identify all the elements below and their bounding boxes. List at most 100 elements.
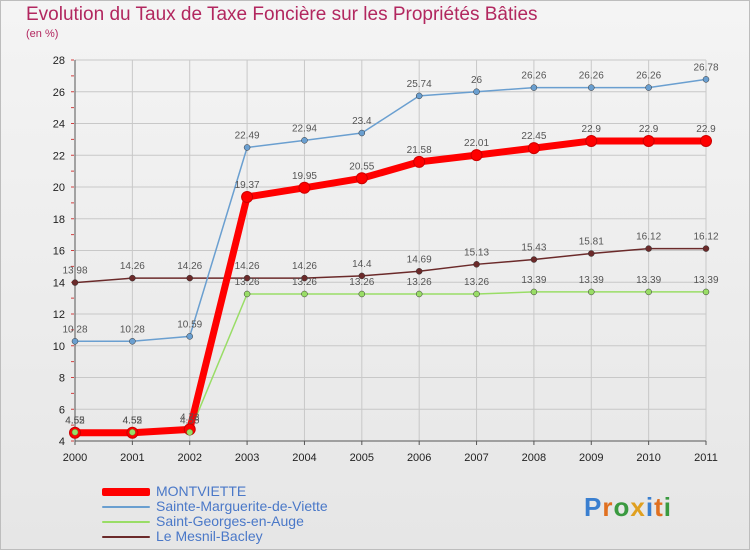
data-label: 22.01 — [464, 138, 489, 149]
data-point — [530, 84, 538, 91]
series-line — [74, 291, 707, 434]
data-label: 26 — [471, 75, 483, 86]
y-tick-label: 26 — [53, 87, 65, 99]
data-point — [645, 288, 652, 296]
data-point — [642, 134, 655, 147]
logo-letter: r — [602, 492, 614, 522]
x-tick-label: 2003 — [235, 452, 259, 464]
data-point — [186, 274, 193, 282]
data-label: 14.69 — [407, 254, 432, 265]
data-label: 4.55 — [180, 415, 200, 426]
x-tick-label: 2006 — [407, 452, 431, 464]
logo-letter: t — [654, 492, 664, 522]
data-point — [585, 134, 598, 147]
x-tick-label: 2000 — [63, 452, 87, 464]
y-tick-label: 24 — [53, 119, 65, 131]
data-point — [301, 290, 308, 298]
data-point — [129, 274, 136, 282]
data-point — [415, 92, 423, 100]
data-label: 13.26 — [235, 277, 260, 288]
data-point — [413, 155, 426, 168]
data-label: 16.12 — [636, 232, 661, 243]
unit-label: (en %) — [26, 28, 59, 40]
data-point — [588, 288, 595, 296]
data-point — [71, 279, 79, 286]
legend-item: Saint-Georges-en-Auge — [102, 514, 328, 529]
data-point — [358, 129, 366, 137]
data-label: 4.55 — [65, 415, 85, 426]
data-point — [415, 290, 423, 298]
data-point — [530, 288, 538, 296]
y-tick-label: 12 — [53, 309, 65, 321]
legend-swatch — [102, 505, 150, 508]
data-point — [530, 256, 538, 263]
data-label: 22.9 — [582, 124, 602, 135]
y-tick-label: 4 — [59, 436, 65, 448]
data-label: 22.9 — [639, 124, 659, 135]
legend-swatch — [102, 487, 150, 496]
data-point — [243, 144, 251, 151]
data-point — [473, 88, 480, 95]
data-labels: 4.52 4.52 4.73 19.37 19.95 20.55 21.58 22.01 22.… — [62, 62, 718, 426]
data-label: 22.94 — [292, 123, 317, 134]
data-label: 13.39 — [521, 275, 546, 286]
data-label: 22.45 — [521, 131, 546, 142]
data-point — [71, 338, 79, 345]
x-tick-label: 2009 — [579, 452, 603, 464]
chart-title: Evolution du Taux de Taxe Foncière sur l… — [26, 4, 538, 25]
data-label: 26.26 — [521, 71, 546, 82]
legend-item: MONTVIETTE — [102, 484, 328, 499]
data-label: 13.98 — [62, 266, 87, 277]
data-point — [588, 250, 595, 257]
data-point — [700, 134, 712, 147]
data-point — [129, 429, 136, 436]
data-point — [527, 142, 540, 155]
data-label: 13.39 — [636, 275, 661, 286]
legend-swatch — [102, 535, 150, 538]
data-point — [415, 268, 423, 275]
data-label: 15.43 — [521, 243, 546, 254]
data-label: 14.4 — [352, 259, 372, 270]
y-tick-label: 20 — [53, 182, 65, 194]
x-tick-label: 2008 — [522, 452, 546, 464]
data-point — [301, 137, 308, 144]
legend-label: MONTVIETTE — [156, 483, 247, 499]
data-point — [588, 84, 595, 91]
logo-letter: P — [584, 492, 603, 522]
series-line — [71, 137, 710, 437]
data-point — [243, 274, 251, 282]
proxiti-logo: Proxiti — [584, 492, 672, 523]
series-line — [74, 78, 707, 343]
data-label: 19.37 — [235, 180, 260, 191]
data-label: 16.12 — [693, 232, 718, 243]
data-label: 4.55 — [123, 415, 143, 426]
legend-item: Le Mesnil-Bacley — [102, 529, 328, 544]
data-label: 15.81 — [579, 237, 604, 248]
data-label: 14.26 — [235, 261, 260, 272]
data-label: 4.52 — [123, 416, 143, 427]
legend-label: Sainte-Marguerite-de-Viette — [156, 498, 328, 514]
logo-letter: i — [645, 492, 655, 522]
data-label: 21.58 — [407, 145, 432, 156]
data-point — [186, 333, 193, 340]
grid — [74, 59, 707, 442]
data-point — [241, 191, 254, 204]
logo-letter: i — [663, 492, 672, 522]
data-point — [702, 288, 710, 296]
legend-label: Le Mesnil-Bacley — [156, 528, 263, 544]
data-point — [298, 181, 311, 194]
data-point — [358, 272, 366, 280]
logo-letter: x — [630, 492, 646, 522]
legend-swatch — [102, 520, 150, 523]
logo-letter: o — [613, 492, 631, 522]
x-tick-label: 2002 — [177, 452, 201, 464]
data-point — [645, 245, 652, 252]
y-tick-label: 6 — [59, 404, 65, 416]
x-tick-label: 2011 — [694, 452, 718, 464]
axes: 4 6 8 10 12 14 16 18 20 22 24 26 28 2000 2001 2002 2003 2… — [53, 55, 718, 464]
data-label: 13.26 — [292, 277, 317, 288]
y-tick-label: 8 — [59, 373, 65, 385]
data-label: 22.49 — [235, 130, 260, 141]
data-label: 25.74 — [407, 79, 432, 90]
